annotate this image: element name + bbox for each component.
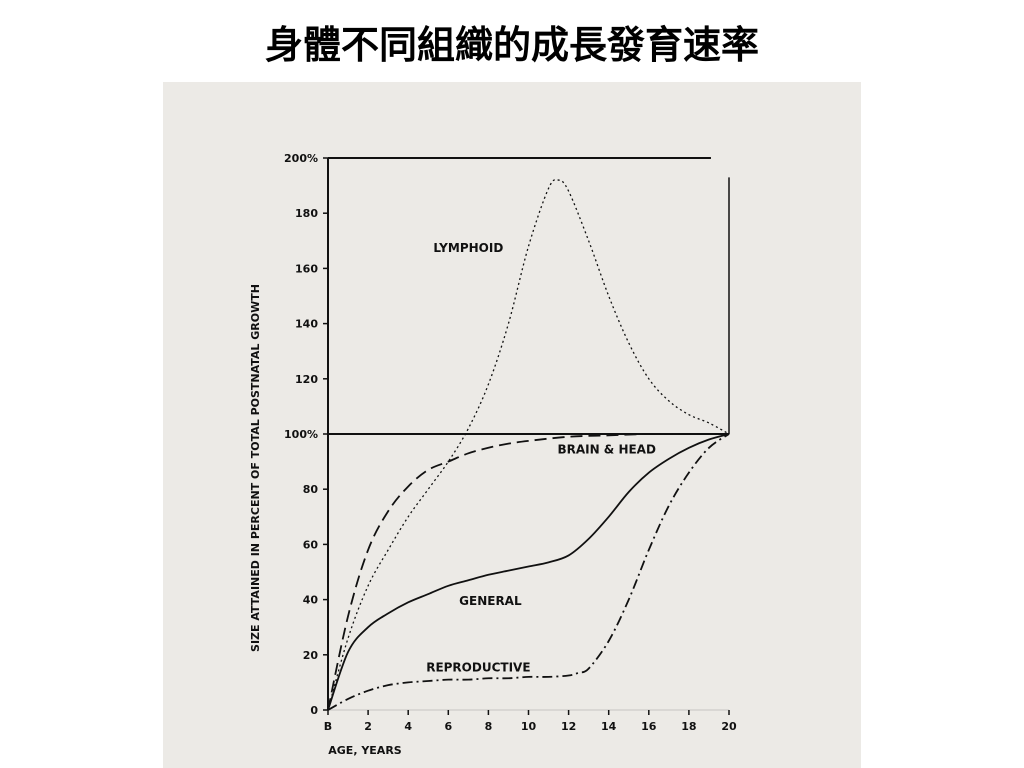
y-tick-label: 0 [310, 704, 318, 717]
series-label: LYMPHOID [433, 241, 503, 255]
x-tick-label: 10 [521, 720, 537, 733]
series-label: REPRODUCTIVE [426, 660, 530, 674]
x-tick-label: 20 [721, 720, 737, 733]
y-tick-label: 160 [295, 262, 318, 275]
y-tick-label: 60 [303, 538, 319, 551]
series-label: BRAIN & HEAD [557, 442, 656, 456]
x-tick-label: 4 [404, 720, 412, 733]
y-tick-label: 180 [295, 207, 318, 220]
series-label: GENERAL [459, 594, 522, 608]
y-tick-label: 120 [295, 373, 318, 386]
growth-chart: 0 20 40 60 80 100% 120 140 160 180 200% B 2 4 6 8 10 12 14… [249, 152, 737, 757]
series-line-general [327, 433, 730, 711]
y-tick-label: 140 [295, 318, 318, 331]
chart-ticks: 0 20 40 60 80 100% 120 140 160 180 200% B 2 4 6 8 10 12 14… [284, 152, 737, 733]
x-tick-label: 14 [601, 720, 617, 733]
x-tick-label: 2 [364, 720, 372, 733]
x-tick-label: 6 [444, 720, 452, 733]
y-axis-label: SIZE ATTAINED IN PERCENT OF TOTAL POSTNA… [249, 284, 262, 652]
chart-labels: LYMPHOID BRAIN & HEAD GENERAL REPRODUCTIVE [426, 241, 656, 675]
series-line-lymphoid [327, 178, 730, 711]
y-tick-label: 20 [303, 649, 319, 662]
x-axis-label: AGE, YEARS [328, 744, 402, 757]
series-line-reproductive [327, 433, 730, 711]
chart-photo: 0 20 40 60 80 100% 120 140 160 180 200% B 2 4 6 8 10 12 14… [163, 82, 861, 768]
x-tick-label: B [324, 720, 332, 733]
slide-title: 身體不同組織的成長發育速率 [264, 22, 759, 67]
y-tick-label: 200% [284, 152, 318, 165]
y-tick-label: 80 [303, 483, 319, 496]
y-tick-label: 40 [303, 594, 319, 607]
x-tick-label: 8 [485, 720, 493, 733]
x-tick-label: 18 [681, 720, 696, 733]
chart-series [327, 178, 730, 711]
y-tick-label: 100% [284, 428, 318, 441]
series-line-brain-head [327, 432, 729, 711]
x-tick-label: 12 [561, 720, 576, 733]
x-tick-label: 16 [641, 720, 657, 733]
